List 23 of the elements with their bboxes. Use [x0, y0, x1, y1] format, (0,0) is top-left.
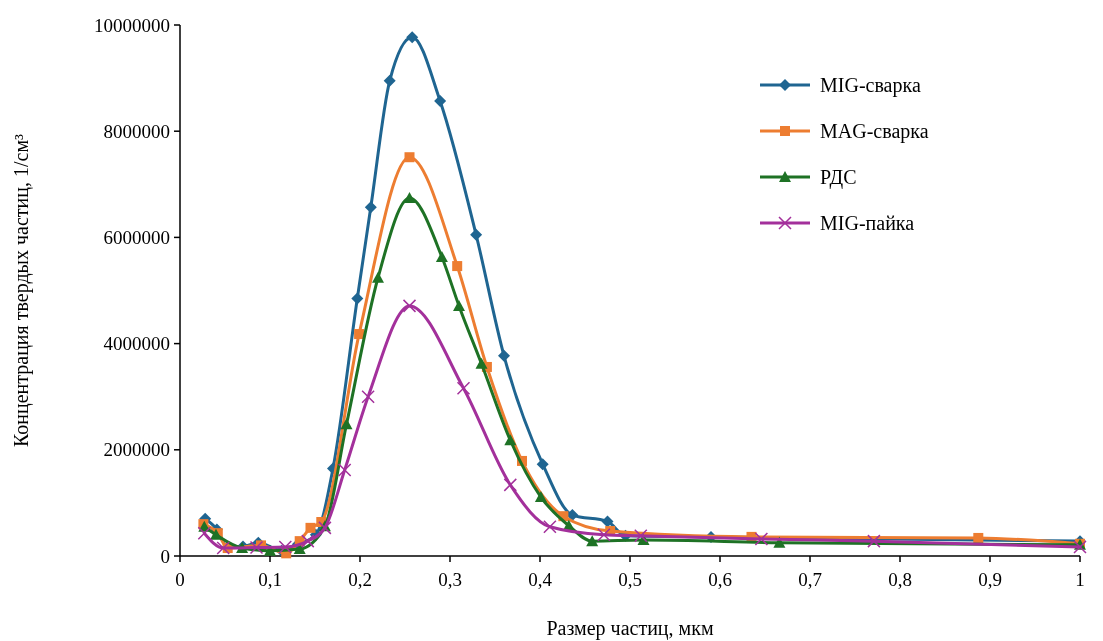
y-tick-label: 6000000 — [103, 227, 170, 249]
x-tick-label: 0,4 — [528, 569, 553, 590]
x-tick-label: 0,1 — [258, 569, 282, 590]
legend-label: MAG-сварка — [820, 120, 929, 143]
x-axis-title: Размер частиц, мкм — [546, 617, 714, 640]
x-tick-label: 0,3 — [438, 569, 462, 590]
x-tick-label: 0,8 — [888, 569, 912, 590]
y-tick-label: 10000000 — [94, 14, 170, 36]
legend-label: РДС — [820, 166, 857, 189]
legend-label: MIG-пайка — [820, 212, 915, 234]
x-tick-label: 0,5 — [618, 569, 642, 590]
legend-label: MIG-сварка — [820, 74, 921, 97]
x-tick-label: 0,9 — [978, 569, 1002, 590]
x-tick-label: 0,2 — [348, 569, 372, 590]
x-tick-label: 0 — [175, 569, 185, 590]
y-tick-label: 4000000 — [103, 333, 170, 355]
x-tick-label: 0,7 — [798, 569, 822, 590]
x-tick-label: 0,6 — [708, 569, 732, 590]
y-tick-label: 0 — [160, 545, 170, 567]
y-axis-title: Концентрация твердых частиц, 1/см³ — [10, 133, 33, 448]
y-tick-label: 2000000 — [103, 439, 170, 461]
y-tick-label: 8000000 — [103, 120, 170, 142]
x-tick-label: 1 — [1075, 569, 1085, 590]
